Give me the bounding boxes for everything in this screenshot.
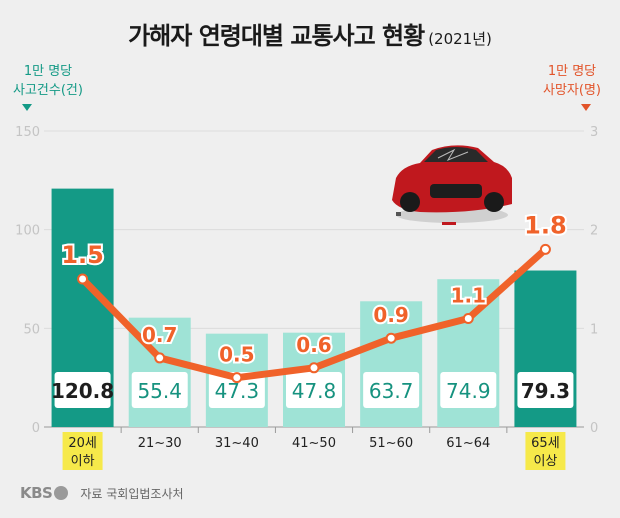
footer: KBS 자료 국회입법조사처 [20,484,184,502]
line-value-label: 0.7 [142,323,177,347]
car-debris [396,212,401,216]
bar-value-label: 79.3 [521,379,570,403]
left-axis-title: 1만 명당 사고건수(건) [2,62,94,100]
kbs-logo: KBS [20,484,53,502]
car-grille [430,184,482,198]
category-highlight [62,432,103,470]
right-axis-arrow-icon [581,104,591,111]
line-value-label: 1.5 [61,241,104,269]
right-axis-title-line-2: 사망자(명) [543,83,601,98]
category-label: 20세 [68,436,97,451]
bar-value-box [54,372,111,408]
bar-value-box [440,372,497,408]
source-text: 자료 국회입법조사처 [80,486,184,501]
left-axis-title-line-1: 1만 명당 [23,64,73,79]
right-axis-title-line-1: 1만 명당 [547,64,597,79]
category-label: 이하 [71,454,95,469]
right-tick-label: 3 [590,125,598,140]
windshield-crack [437,148,469,162]
line-point [231,372,243,384]
category-label: 41~50 [292,436,336,451]
bar-value-box [363,372,420,408]
bar-value-label: 55.4 [137,379,182,403]
line-value-label: 0.5 [219,343,254,367]
line-point [462,312,474,324]
line-point [154,352,166,364]
chart-title: 가해자 연령대별 교통사고 현황 (2021년) [0,16,620,51]
bar-value-label: 120.8 [51,379,114,403]
right-tick-label: 2 [590,224,598,239]
bar-value-box [131,372,188,408]
bar-value-label: 47.8 [292,379,337,403]
car-wheel [400,192,420,212]
line-value-label: 0.9 [373,303,408,327]
bar-value-box [286,372,342,408]
line-value-label: 1.1 [451,283,486,307]
category-label: 51~60 [369,436,413,451]
bar-value-box [517,372,574,408]
kbs-logo-icon [54,486,69,500]
left-tick-label: 150 [15,125,40,140]
left-tick-label: 50 [23,322,40,337]
category-label: 21~30 [138,436,182,451]
line-value-label: 1.8 [524,211,567,239]
car-windshield [424,147,488,162]
car-body [392,145,512,213]
red-sports-car-crash-icon [392,145,512,225]
line-point [77,273,89,285]
bar-value-label: 47.3 [215,379,260,403]
car-wheel [484,192,504,212]
left-tick-label: 0 [32,421,40,436]
line-point [308,362,320,374]
category-highlight [525,432,566,470]
car-debris [442,222,456,225]
right-axis-title: 1만 명당 사망자(명) [526,62,618,100]
left-axis-arrow-icon [22,104,32,111]
right-tick-label: 1 [590,322,598,337]
category-label: 65세 [531,436,560,451]
category-label: 31~40 [215,436,259,451]
category-label: 이상 [533,454,557,469]
bar-value-label: 74.9 [446,379,491,403]
left-tick-label: 100 [15,224,40,239]
title-year: (2021년) [428,30,492,48]
right-tick-label: 0 [590,421,598,436]
left-axis-title-line-2: 사고건수(건) [13,83,83,98]
title-text: 가해자 연령대별 교통사고 현황 [128,22,425,50]
line-point [385,332,397,344]
line-value-label: 0.6 [296,333,331,357]
category-label: 61~64 [446,436,490,451]
bar-value-box [208,372,265,408]
bar-value-label: 63.7 [369,379,414,403]
line-point [539,243,551,255]
